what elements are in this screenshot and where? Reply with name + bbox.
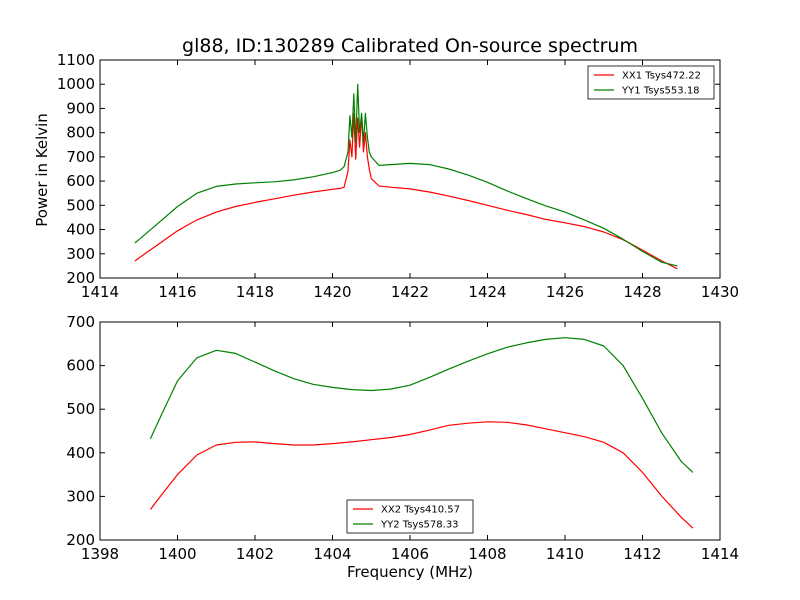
- bottom-legend: XX2 Tsys410.57 YY2 Tsys578.33: [346, 499, 474, 534]
- bottom-legend-box: [346, 499, 474, 534]
- legend-label-xx2: XX2 Tsys410.57: [381, 505, 460, 516]
- bottom-x-tick-label: 1400: [158, 545, 196, 563]
- bottom-series-group: [149, 337, 694, 529]
- top-x-tick-label: 1428: [623, 283, 661, 301]
- top-x-tick-label: 1414: [81, 283, 119, 301]
- bottom-y-tick-label: 400: [66, 444, 95, 462]
- bottom-y-tick-label: 700: [66, 313, 95, 331]
- bottom-x-tick-label: 1402: [236, 545, 274, 563]
- top-x-tick-label: 1418: [236, 283, 274, 301]
- bottom-x-tick-label: 1398: [81, 545, 119, 563]
- legend-label-yy1: YY1 Tsys553.18: [621, 86, 700, 97]
- x-axis-label: Frequency (MHz): [347, 563, 473, 581]
- legend-label-yy2: YY2 Tsys578.33: [380, 520, 459, 531]
- top-x-tick-label: 1422: [391, 283, 429, 301]
- bottom-y-tick-label: 600: [66, 357, 95, 375]
- top-y-tick-label: 400: [66, 221, 95, 239]
- bottom-y-tick-label: 300: [66, 487, 95, 505]
- top-y-tick-label: 1100: [57, 51, 95, 69]
- bottom-y-tick-label: 500: [66, 400, 95, 418]
- top-x-tick-label: 1416: [158, 283, 196, 301]
- bottom-x-tick-label: 1408: [468, 545, 506, 563]
- top-x-tick-label: 1424: [468, 283, 506, 301]
- top-x-tick-label: 1426: [546, 283, 584, 301]
- top-x-tick-label: 1430: [701, 283, 739, 301]
- top-legend-box: [587, 65, 715, 100]
- top-legend: XX1 Tsys472.22 YY1 Tsys553.18: [587, 65, 715, 100]
- top-y-tick-label: 500: [66, 196, 95, 214]
- bottom-x-tick-label: 1404: [313, 545, 351, 563]
- top-y-tick-label: 300: [66, 245, 95, 263]
- y-axis-label: Power in Kelvin: [33, 113, 51, 227]
- top-y-tick-label: 1000: [57, 75, 95, 93]
- top-series-group: [134, 83, 678, 270]
- top-subplot: gl88, ID:130289 Calibrated On-source spe…: [33, 35, 739, 301]
- chart-title: gl88, ID:130289 Calibrated On-source spe…: [182, 35, 638, 57]
- legend-label-xx1: XX1 Tsys472.22: [622, 71, 701, 82]
- top-ticks-group: 1414 1416 1418 1420 1422 1424 1426 1428 1430 200 3…: [57, 51, 739, 301]
- bottom-x-tick-label: 1406: [391, 545, 429, 563]
- top-x-tick-label: 1420: [313, 283, 351, 301]
- top-y-tick-label: 900: [66, 99, 95, 117]
- bottom-x-tick-label: 1414: [701, 545, 739, 563]
- bottom-x-tick-label: 1410: [546, 545, 584, 563]
- top-y-tick-label: 700: [66, 148, 95, 166]
- bottom-subplot: Frequency (MHz) 1398 1400 1402 1404 1406 1408…: [66, 313, 739, 581]
- bottom-series-line-1: [149, 421, 694, 529]
- bottom-series-line-2: [149, 337, 694, 473]
- top-y-tick-label: 800: [66, 124, 95, 142]
- top-plot-frame: [99, 59, 721, 279]
- top-y-tick-label: 200: [66, 269, 95, 287]
- top-y-tick-label: 600: [66, 172, 95, 190]
- bottom-plot-frame: [99, 321, 721, 541]
- top-series-line-2: [134, 83, 678, 267]
- bottom-y-tick-label: 200: [66, 531, 95, 549]
- bottom-ticks-group: 1398 1400 1402 1404 1406 1408 1410 1412 1414 200 3…: [66, 313, 739, 563]
- bottom-x-tick-label: 1412: [623, 545, 661, 563]
